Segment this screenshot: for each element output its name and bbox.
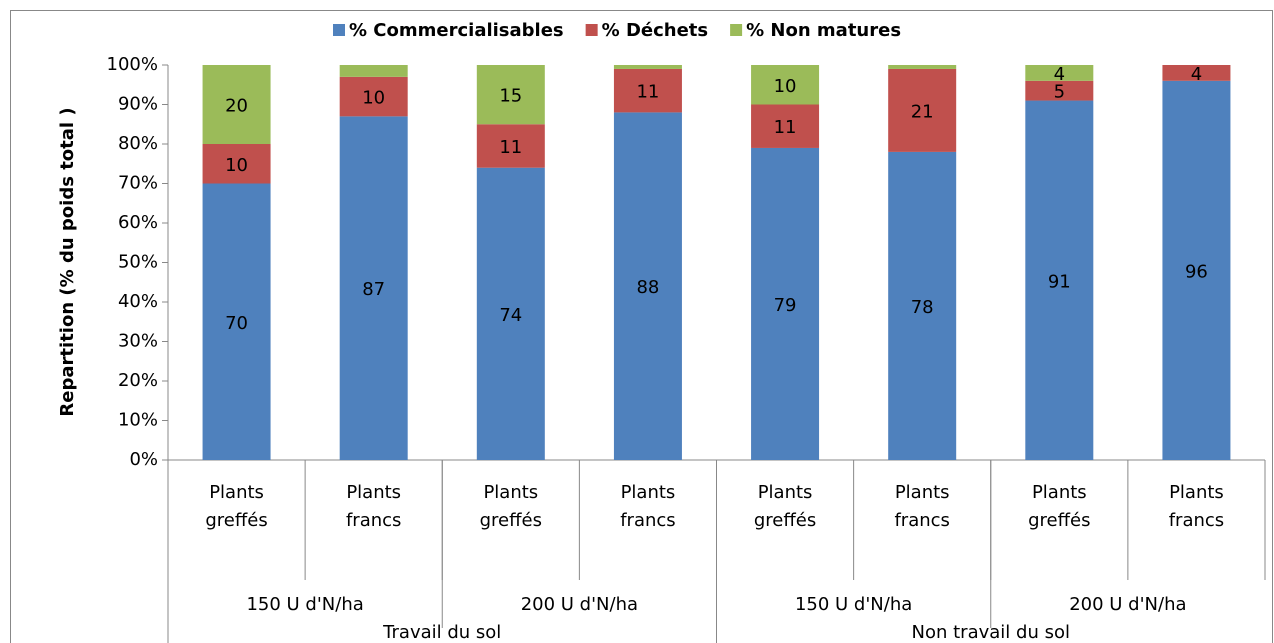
bar-segment [476,167,545,460]
data-label: 70 [225,313,248,334]
x-tick-label: greffés [480,510,542,531]
x-tick-label: Plants [483,482,538,503]
x-tick-label: Plants [758,482,813,503]
bar-segment [613,112,682,461]
y-tick-label: 80% [118,133,158,154]
y-tick-label: 100% [107,54,158,75]
y-tick-label: 50% [118,252,158,273]
bar-segment [751,65,820,105]
bar-segment [339,76,408,117]
legend-swatch [333,24,345,36]
data-label: 11 [774,117,797,138]
data-label: 11 [636,82,659,103]
legend-label: % Déchets [602,20,708,41]
data-label: 91 [1048,271,1071,292]
x-tick-label: Plants [895,482,950,503]
y-axis-label: Repartition (% du poids total ) [57,107,78,416]
bar-segment [613,68,682,113]
bar-segment [888,151,957,460]
data-label: 10 [362,88,385,109]
group-label: 150 U d'N/ha [246,594,363,615]
bar-segment [1162,65,1231,81]
x-tick-label: Plants [346,482,401,503]
legend-label: % Commercialisables [349,20,564,41]
group-label: 200 U d'N/ha [1069,594,1186,615]
data-label: 74 [499,305,522,326]
bar-segment [751,147,820,460]
group-label: 150 U d'N/ha [795,594,912,615]
legend-swatch [585,24,598,36]
bar-segment [339,65,408,77]
data-label: 96 [1185,261,1208,282]
data-label: 4 [1054,64,1065,85]
y-tick-label: 60% [118,212,158,233]
bar-segment [888,65,957,69]
data-label: 4 [1191,64,1202,85]
bar-segment [1025,80,1094,101]
x-tick-label: Plants [209,482,264,503]
bar-segment [476,65,545,125]
x-tick-label: greffés [1028,510,1090,531]
y-tick-label: 40% [118,291,158,312]
group-label: Non travail du sol [912,622,1070,643]
bar-segment [1025,100,1094,461]
bar-segment [613,65,682,69]
bar-segment [202,183,271,460]
bar-segment [1162,80,1231,461]
data-label: 79 [774,295,797,316]
y-tick-label: 20% [118,370,158,391]
x-tick-label: Plants [1032,482,1087,503]
bar-segment [202,65,271,144]
data-label: 10 [774,76,797,97]
group-label: 200 U d'N/ha [521,594,638,615]
data-label: 11 [499,137,522,158]
y-tick-label: 10% [118,410,158,431]
legend-swatch [730,24,743,36]
data-label: 10 [225,155,248,176]
y-tick-label: 90% [118,94,158,115]
data-label: 88 [636,277,659,298]
x-tick-label: Plants [1169,482,1224,503]
x-tick-label: francs [894,510,949,531]
x-tick-label: francs [620,510,675,531]
bar-segment [202,144,271,184]
x-tick-label: francs [1169,510,1224,531]
bar-segment [1025,65,1094,81]
y-tick-label: 0% [129,449,158,470]
data-label: 78 [911,297,934,318]
data-label: 15 [499,86,522,107]
bar-segment [339,116,408,460]
data-label: 87 [362,279,385,300]
y-tick-label: 70% [118,173,158,194]
y-tick-label: 30% [118,331,158,352]
data-label: 21 [911,101,934,122]
data-label: 5 [1054,82,1065,103]
bar-segment [751,104,820,148]
legend-label: % Non matures [746,20,901,41]
x-tick-label: greffés [205,510,267,531]
group-label: Travail du sol [382,622,501,643]
x-tick-label: francs [346,510,401,531]
bar-segment [476,124,545,168]
bar-segment [888,68,957,152]
x-tick-label: Plants [621,482,676,503]
data-label: 20 [225,96,248,117]
x-tick-label: greffés [754,510,816,531]
